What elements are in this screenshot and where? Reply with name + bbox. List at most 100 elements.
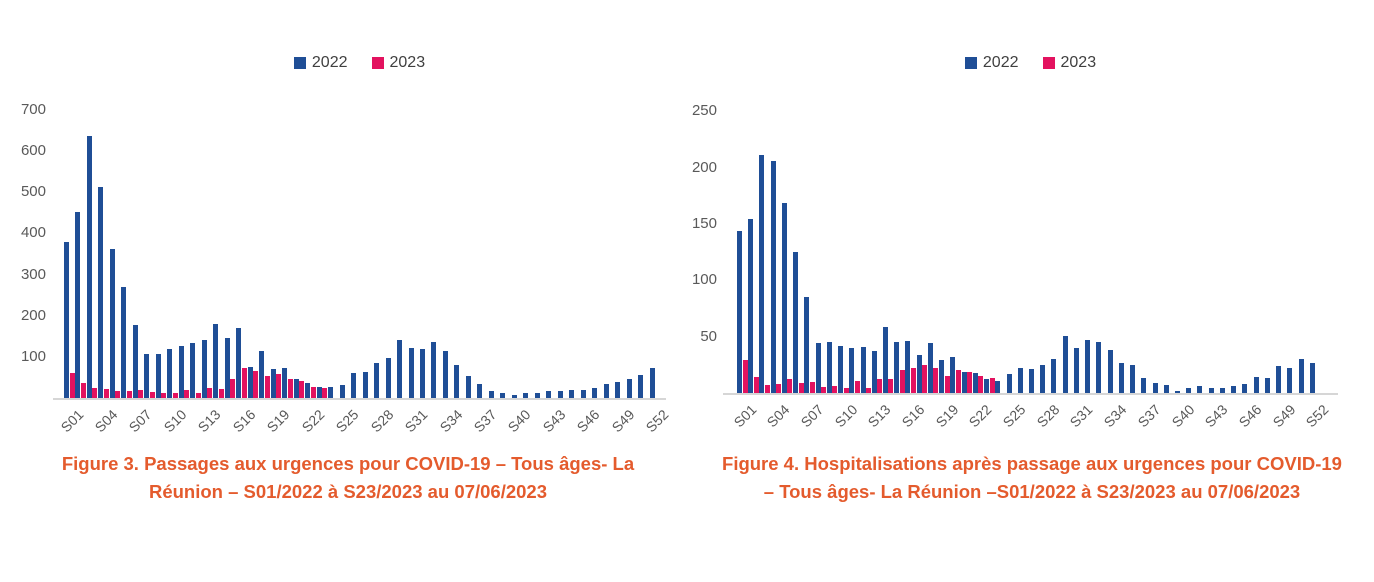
bar-2023-S20 — [287, 379, 293, 398]
bar-2023-S18 — [264, 375, 270, 398]
x-tick-S40: S40 — [505, 406, 534, 436]
x-tick-S16: S16 — [229, 406, 259, 436]
bar-2022-S03 — [86, 135, 92, 398]
bar-2023-S14 — [218, 388, 224, 398]
bar-2022-S24 — [995, 380, 1001, 393]
bar-2022-S48 — [1264, 378, 1270, 393]
bar-2023-S09 — [832, 386, 838, 393]
x-tick-S13: S13 — [194, 406, 224, 436]
bar-2022-S14 — [882, 326, 888, 393]
bar-2022-S13 — [201, 340, 207, 398]
legend-swatch-2022 — [293, 57, 306, 69]
x-tick-S46: S46 — [1235, 401, 1265, 431]
bar-2023-S02 — [753, 377, 759, 393]
bar-2022-S21 — [961, 371, 967, 393]
bar-2022-S28 — [1040, 364, 1046, 393]
x-tick-S16: S16 — [898, 401, 928, 431]
bar-2022-S45 — [1231, 386, 1237, 393]
legend-item-2023: 2023 — [371, 54, 426, 72]
bar-2023-S21 — [967, 371, 973, 393]
bar-2022-S49 — [615, 381, 621, 398]
x-tick-S37: S37 — [470, 406, 500, 436]
bar-2023-S03 — [92, 387, 98, 398]
bar-2022-S22 — [305, 382, 311, 398]
legend-label: 2023 — [1060, 54, 1097, 71]
y-tick-100: 100 — [20, 347, 46, 365]
bar-2023-S16 — [910, 368, 916, 393]
bar-2022-S37 — [1141, 378, 1147, 393]
bar-2022-S19 — [939, 360, 945, 393]
chart-legend: 2022 2023 — [55, 54, 664, 72]
bar-2022-S23 — [984, 379, 990, 393]
bar-2022-S43 — [1208, 388, 1214, 393]
bar-2022-S34 — [1107, 350, 1113, 393]
bar-2023-S15 — [230, 379, 236, 398]
bar-2023-S22 — [978, 376, 984, 393]
bar-2023-S11 — [184, 389, 190, 398]
bar-2022-S26 — [351, 372, 357, 398]
bar-2023-S16 — [241, 368, 247, 398]
bar-2022-S30 — [1062, 335, 1068, 393]
x-tick-S01: S01 — [730, 401, 760, 431]
bar-2022-S33 — [431, 342, 437, 398]
bar-2022-S18 — [259, 351, 265, 398]
x-tick-S31: S31 — [1067, 401, 1097, 431]
bar-2023-S12 — [866, 388, 872, 393]
bar-2022-S11 — [178, 346, 184, 398]
bar-2023-S11 — [854, 380, 860, 393]
x-tick-S49: S49 — [1269, 401, 1299, 431]
bar-2022-S20 — [282, 367, 288, 398]
bar-2023-S13 — [207, 387, 213, 398]
bar-2022-S40 — [511, 394, 517, 398]
x-tick-S19: S19 — [263, 406, 293, 436]
legend-label: 2022 — [982, 54, 1019, 71]
bar-2023-S23 — [322, 388, 328, 398]
bar-2022-S38 — [1152, 382, 1158, 393]
bar-2022-S23 — [316, 386, 322, 398]
bar-2022-S45 — [569, 390, 575, 398]
bar-2022-S10 — [838, 345, 844, 393]
bar-2022-S52 — [649, 368, 655, 398]
x-tick-S34: S34 — [1100, 401, 1130, 431]
bar-2022-S44 — [1219, 388, 1225, 393]
bar-2023-S01 — [742, 360, 748, 393]
bar-2022-S10 — [167, 348, 173, 398]
legend-swatch-2022 — [964, 57, 977, 69]
bar-2023-S08 — [149, 391, 155, 398]
figure3-caption: Figure 3. Passages aux urgences pour COV… — [61, 453, 635, 502]
bar-2022-S42 — [1197, 386, 1203, 393]
x-tick-S07: S07 — [126, 406, 156, 436]
bar-2022-S04 — [770, 160, 776, 393]
y-tick-100: 100 — [691, 271, 717, 289]
legend-swatch-2023 — [1042, 57, 1055, 69]
bar-2023-S10 — [843, 388, 849, 393]
bar-2022-S36 — [1130, 364, 1136, 393]
bar-2022-S29 — [1051, 359, 1057, 393]
bar-2022-S48 — [603, 384, 609, 398]
y-tick-200: 200 — [691, 158, 717, 176]
bar-2022-S12 — [860, 346, 866, 393]
bar-2022-S25 — [339, 384, 345, 398]
bar-2022-S20 — [950, 356, 956, 393]
x-axis-line — [53, 398, 666, 400]
legend-label: 2023 — [389, 54, 426, 71]
bar-2023-S01 — [69, 373, 75, 398]
bar-2022-S11 — [849, 347, 855, 393]
bar-2023-S17 — [922, 364, 928, 393]
y-tick-500: 500 — [20, 183, 46, 201]
bar-2022-S44 — [557, 390, 563, 398]
bar-2022-S39 — [500, 393, 506, 398]
bar-2023-S02 — [80, 383, 86, 398]
x-tick-S22: S22 — [298, 406, 328, 436]
y-tick-700: 700 — [20, 101, 46, 119]
bar-2022-S18 — [927, 343, 933, 393]
x-tick-S13: S13 — [864, 401, 894, 431]
x-tick-S10: S10 — [831, 401, 861, 431]
bar-2022-S17 — [247, 366, 253, 398]
bar-2022-S17 — [916, 354, 922, 393]
bar-2023-S07 — [138, 389, 144, 398]
bar-2023-S07 — [809, 381, 815, 393]
bar-2022-S46 — [580, 389, 586, 398]
bar-2023-S17 — [253, 371, 259, 398]
bar-2022-S08 — [815, 343, 821, 393]
